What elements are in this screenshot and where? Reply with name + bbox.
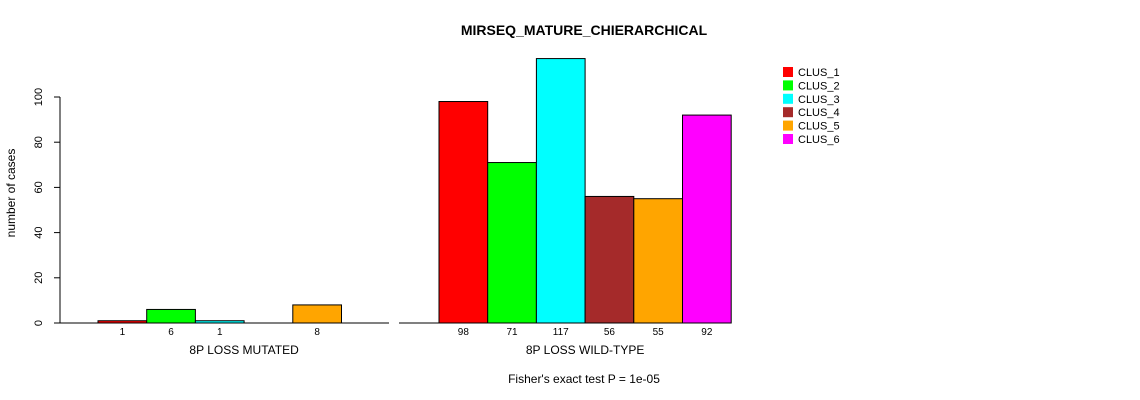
y-tick-label: 0 [33, 320, 45, 326]
legend-item: CLUS_1 [783, 67, 840, 79]
bar-count-label: 71 [506, 327, 518, 338]
bar [194, 320, 245, 324]
bar-group: 1 6 1 8 8P LOSS MUTATED [58, 304, 389, 357]
bar-count-label: 117 [553, 327, 569, 338]
y-axis-label: number of cases [4, 149, 18, 238]
legend-label: CLUS_3 [798, 94, 840, 106]
legend-item: CLUS_3 [783, 93, 840, 106]
y-tick-label: 60 [33, 181, 45, 193]
bar [292, 304, 342, 324]
y-tick-label: 80 [33, 136, 45, 148]
bar [633, 198, 683, 324]
y-axis: 0 20 40 60 80 100 [33, 88, 61, 326]
legend-label: CLUS_6 [798, 134, 840, 146]
footnote: Fisher's exact test P = 1e-05 [508, 372, 660, 386]
bar-group: 98 71 117 56 55 92 8P LOSS WILD-TYPE [399, 58, 732, 357]
legend-label: CLUS_5 [798, 121, 840, 133]
legend-item: CLUS_6 [783, 134, 840, 146]
legend-swatch [783, 107, 793, 118]
bar-count-label: 98 [458, 327, 470, 338]
bar-panels: 1 6 1 8 8P LOSS MUTATED 98 71 117 56 55 92 8P LOSS … [58, 58, 732, 357]
bar-count-label: 8 [314, 327, 320, 338]
bar [438, 101, 489, 324]
chart-title: MIRSEQ_MATURE_CHIERARCHICAL [461, 22, 708, 38]
legend-swatch [783, 93, 793, 104]
y-tick-label: 100 [33, 88, 45, 106]
legend-swatch [783, 134, 793, 144]
bar-count-label: 92 [701, 327, 713, 338]
legend-swatch [783, 120, 793, 131]
bar-count-label: 56 [604, 327, 616, 338]
group-label: 8P LOSS MUTATED [189, 343, 299, 357]
bar [487, 162, 537, 324]
legend-label: CLUS_2 [798, 80, 840, 92]
bar [682, 114, 732, 324]
y-tick-label: 20 [33, 272, 45, 284]
bar [535, 58, 586, 324]
bar [584, 195, 635, 324]
bar [97, 320, 148, 324]
legend-label: CLUS_4 [798, 107, 840, 119]
legend-swatch [783, 80, 793, 91]
bar-count-label: 55 [653, 327, 665, 338]
legend-swatch [783, 67, 793, 77]
legend-item: CLUS_2 [783, 80, 840, 92]
group-label: 8P LOSS WILD-TYPE [526, 343, 644, 357]
bar-count-label: 6 [168, 327, 174, 338]
legend-label: CLUS_1 [798, 67, 840, 79]
bar-count-label: 1 [217, 327, 223, 338]
legend-item: CLUS_5 [783, 120, 840, 133]
bar [146, 308, 196, 324]
legend-item: CLUS_4 [783, 107, 840, 119]
y-tick-label: 40 [33, 226, 45, 238]
bar-count-label: 1 [120, 327, 126, 338]
